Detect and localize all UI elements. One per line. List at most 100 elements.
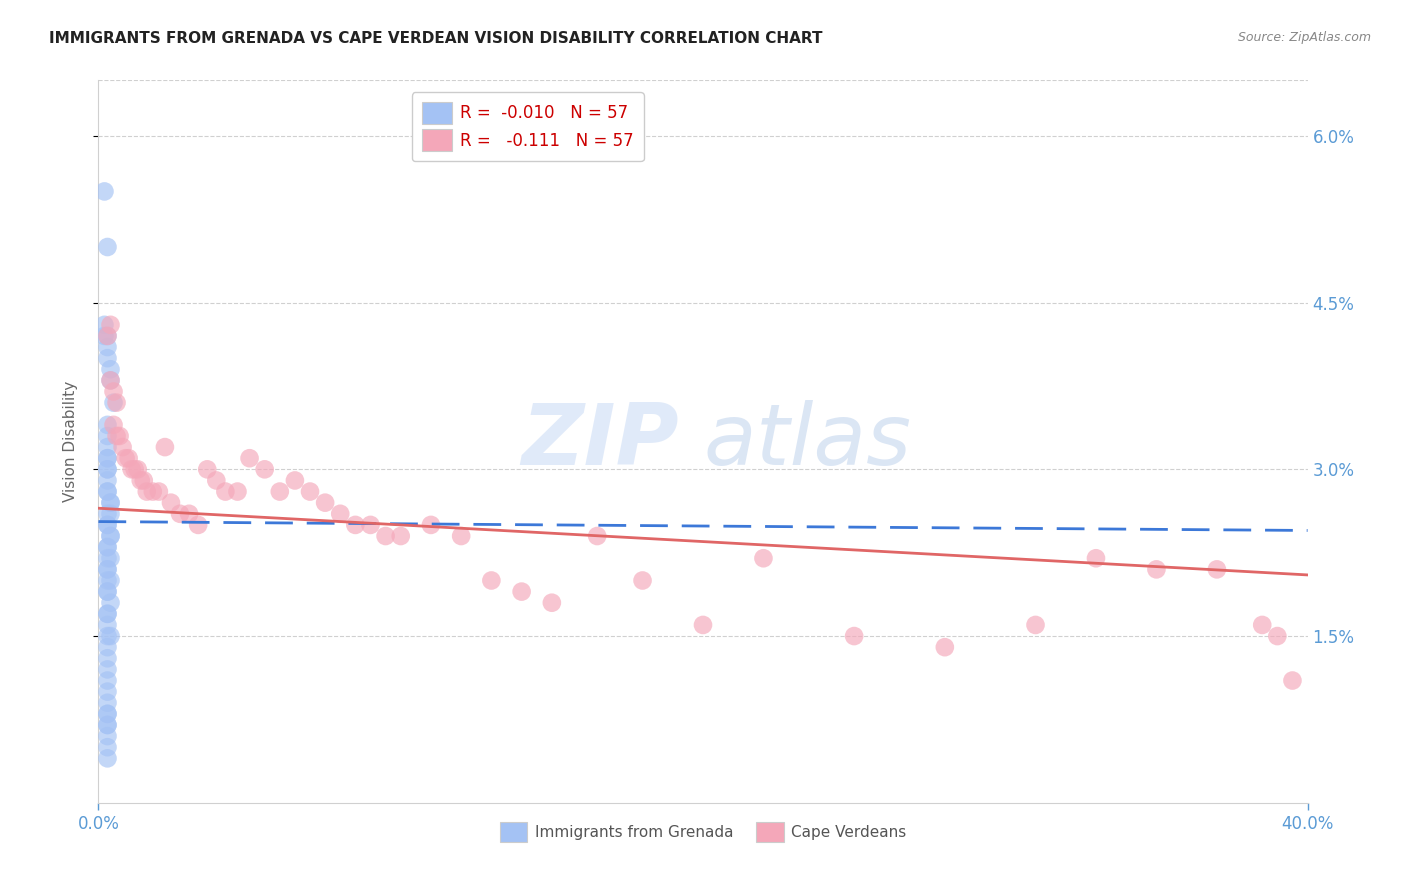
Point (96, 517, 118, 532)
Point (934, 640, 956, 655)
Text: Source: ZipAtlas.com: Source: ZipAtlas.com (1237, 31, 1371, 45)
Point (96, 562, 118, 576)
Point (96, 462, 118, 476)
Point (96, 706, 118, 721)
Point (103, 417, 125, 432)
Text: atlas: atlas (703, 400, 911, 483)
Point (127, 462, 149, 476)
Point (96, 451, 118, 466)
Point (96, 540, 118, 554)
Point (344, 517, 367, 532)
Point (253, 462, 276, 476)
Point (148, 484, 170, 499)
Point (93, 318, 115, 332)
Point (96, 551, 118, 566)
Point (96, 684, 118, 698)
Point (96, 640, 118, 655)
Point (124, 462, 146, 476)
Point (100, 496, 122, 510)
Point (96, 584, 118, 599)
Point (360, 517, 382, 532)
Point (205, 474, 228, 488)
Point (374, 529, 396, 543)
Point (100, 629, 122, 643)
Point (420, 517, 443, 532)
Point (96, 696, 118, 710)
Point (100, 529, 122, 543)
Point (132, 474, 155, 488)
Point (96, 484, 118, 499)
Point (96, 706, 118, 721)
Point (1144, 562, 1167, 576)
Point (111, 440, 134, 454)
Point (1267, 629, 1289, 643)
Point (100, 496, 122, 510)
Point (96, 740, 118, 755)
Point (96, 651, 118, 665)
Point (160, 496, 183, 510)
Point (96, 607, 118, 621)
Point (329, 507, 352, 521)
Point (93, 185, 115, 199)
Point (96, 340, 118, 354)
Point (100, 373, 122, 387)
Point (187, 517, 209, 532)
Point (1085, 551, 1108, 566)
Point (96, 618, 118, 632)
Point (586, 529, 609, 543)
Point (96, 718, 118, 732)
Point (752, 551, 775, 566)
Point (103, 384, 125, 399)
Point (195, 462, 218, 476)
Point (100, 507, 122, 521)
Point (96, 574, 118, 588)
Point (450, 529, 472, 543)
Point (135, 484, 157, 499)
Point (1251, 618, 1274, 632)
Point (114, 451, 136, 466)
Point (692, 618, 714, 632)
Point (96, 662, 118, 676)
Point (129, 474, 152, 488)
Point (314, 496, 336, 510)
Point (169, 507, 191, 521)
Point (96, 673, 118, 688)
Point (481, 574, 503, 588)
Y-axis label: Vision Disability: Vision Disability (63, 381, 77, 502)
Point (121, 462, 143, 476)
Point (96, 607, 118, 621)
Point (1206, 562, 1229, 576)
Point (179, 507, 201, 521)
Legend: Immigrants from Grenada, Cape Verdeans: Immigrants from Grenada, Cape Verdeans (492, 814, 914, 849)
Text: ZIP: ZIP (522, 400, 679, 483)
Point (239, 451, 262, 466)
Point (214, 484, 236, 499)
Point (100, 529, 122, 543)
Point (96, 451, 118, 466)
Point (96, 474, 118, 488)
Point (105, 429, 128, 443)
Point (96, 562, 118, 576)
Point (226, 484, 249, 499)
Point (1281, 673, 1303, 688)
Point (284, 474, 307, 488)
Point (96, 429, 118, 443)
Point (100, 373, 122, 387)
Point (96, 584, 118, 599)
Point (96, 729, 118, 743)
Point (93, 329, 115, 343)
Point (96, 240, 118, 254)
Point (103, 395, 125, 409)
Point (96, 462, 118, 476)
Point (118, 451, 141, 466)
Point (153, 440, 176, 454)
Point (540, 596, 562, 610)
Point (100, 596, 122, 610)
Point (96, 329, 118, 343)
Point (96, 351, 118, 366)
Point (96, 507, 118, 521)
Point (105, 395, 128, 409)
Point (96, 484, 118, 499)
Point (96, 329, 118, 343)
Point (100, 362, 122, 376)
